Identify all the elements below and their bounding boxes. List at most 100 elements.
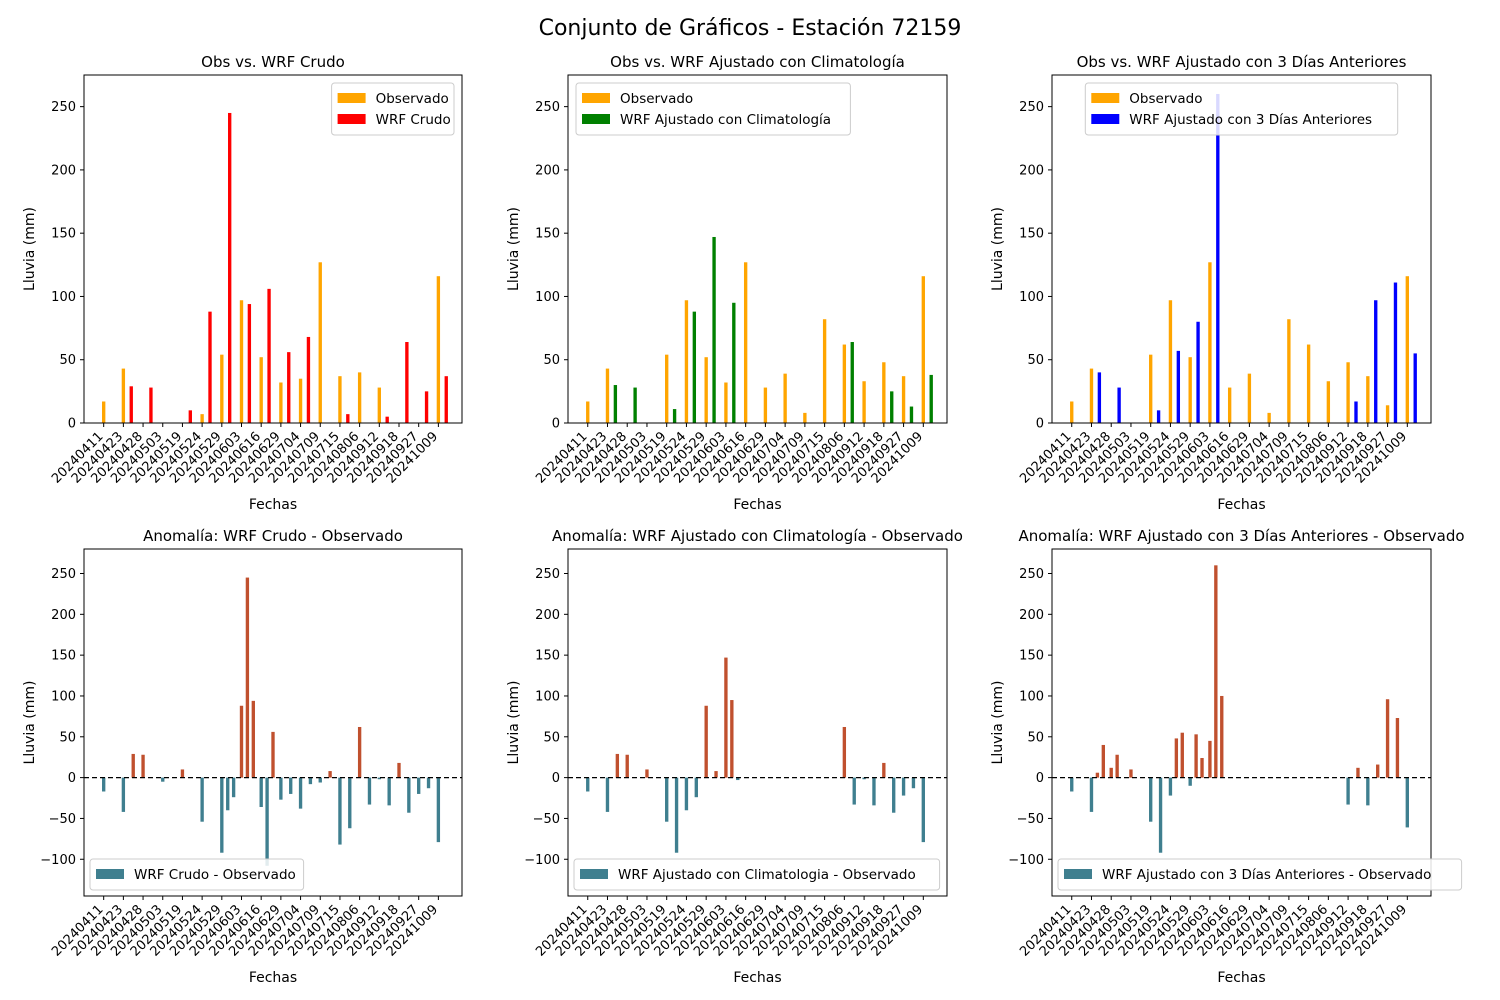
plot-frame (1051, 74, 1432, 424)
bar (279, 777, 283, 800)
bar (704, 705, 708, 778)
bar (665, 354, 669, 423)
chart-anomalia-3-dias: Anomalía: WRF Ajustado con 3 Días Anteri… (990, 527, 1465, 986)
bar (102, 777, 106, 792)
y-axis-label: Lluvia (mm) (990, 681, 1006, 765)
chart-title: Obs vs. WRF Ajustado con 3 Días Anterior… (1077, 53, 1407, 71)
bar (911, 777, 916, 789)
bar (684, 777, 689, 811)
bar (862, 381, 866, 423)
bar (424, 391, 429, 423)
x-axis-label: Fechas (733, 497, 781, 513)
y-tick-label: −50 (533, 812, 560, 827)
bar (724, 382, 728, 423)
bar (724, 657, 728, 778)
bar (684, 300, 689, 423)
y-tick-label: 50 (59, 730, 76, 745)
bar (1220, 695, 1224, 778)
y-tick-label: 200 (1019, 163, 1044, 178)
bar (149, 387, 153, 423)
y-tick-label: 250 (535, 567, 560, 582)
bar (251, 700, 255, 778)
bar (1356, 767, 1360, 778)
legend-swatch (96, 869, 124, 879)
legend-swatch (1091, 114, 1120, 124)
legend-label: Observado (620, 91, 693, 107)
bar (1366, 777, 1370, 806)
bar (1393, 282, 1398, 423)
bar (357, 726, 362, 778)
bar (377, 387, 381, 423)
bar (1376, 764, 1380, 778)
y-tick-label: −50 (1017, 812, 1044, 827)
bar (200, 777, 204, 822)
bar (1109, 767, 1113, 778)
x-axis-label: Fechas (249, 970, 297, 986)
plot-frame (567, 74, 948, 424)
y-tick-label: 100 (1019, 689, 1044, 704)
bar (732, 302, 736, 423)
bar (1267, 412, 1271, 423)
bar (417, 777, 421, 794)
bar (1097, 372, 1102, 423)
bar (852, 777, 856, 805)
bar (882, 762, 886, 778)
bar (694, 777, 698, 798)
bar (279, 382, 283, 423)
y-tick-label: 150 (1019, 649, 1044, 664)
bar (121, 368, 126, 423)
bar (1346, 777, 1350, 805)
bar (1216, 93, 1220, 424)
bar (1101, 744, 1106, 778)
chart-obs-vs-wrf-climatologia: Obs vs. WRF Ajustado con Climatología 0 50… (506, 53, 948, 513)
y-tick-label: −100 (1008, 853, 1044, 868)
y-tick-label: 50 (1027, 353, 1044, 368)
bar (267, 288, 271, 423)
bar (586, 401, 590, 423)
bar (605, 777, 610, 812)
bar (1385, 405, 1390, 423)
x-axis-label: Fechas (1217, 970, 1265, 986)
bar (131, 753, 135, 778)
bar (615, 753, 620, 778)
bar (842, 726, 847, 778)
y-tick-label: 250 (535, 100, 560, 115)
bar (298, 777, 303, 809)
legend-swatch (337, 114, 366, 124)
bar (1374, 300, 1378, 423)
legend-swatch (582, 114, 610, 124)
bar (921, 777, 925, 843)
legend-label: Observado (376, 91, 449, 107)
bar (850, 342, 854, 423)
bar (338, 777, 342, 845)
chart-title: Obs vs. WRF Crudo (201, 53, 345, 71)
legend-box (575, 82, 851, 136)
bar (348, 777, 352, 829)
bar (367, 777, 372, 805)
bar (318, 777, 322, 783)
y-tick-label: 200 (1019, 608, 1044, 623)
y-axis-label: Lluvia (mm) (506, 207, 522, 291)
bar (1158, 777, 1163, 853)
legend-box (1057, 858, 1463, 891)
bar (328, 771, 332, 778)
bar (674, 777, 679, 853)
bar (228, 112, 232, 424)
bar (909, 406, 914, 423)
bar (605, 368, 610, 423)
bar (901, 376, 906, 423)
y-axis-label: Lluvia (mm) (990, 207, 1006, 291)
bar (161, 777, 165, 782)
bar (239, 705, 244, 778)
bar (1156, 410, 1161, 423)
bar (730, 700, 734, 778)
bar (712, 236, 716, 423)
y-tick-label: 50 (59, 353, 76, 368)
bar (672, 409, 677, 423)
bar (586, 777, 590, 792)
bar (714, 771, 718, 778)
y-tick-label: 200 (535, 608, 560, 623)
bar (872, 777, 876, 806)
bar (1200, 758, 1204, 778)
